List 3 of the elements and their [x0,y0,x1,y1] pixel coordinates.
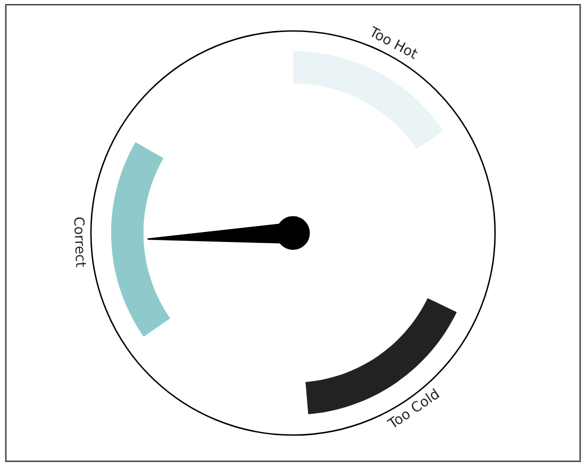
slice-label: Too Hot [368,26,419,60]
slice-label: Too Cold [386,388,440,430]
slice-label: Correct [74,217,87,268]
